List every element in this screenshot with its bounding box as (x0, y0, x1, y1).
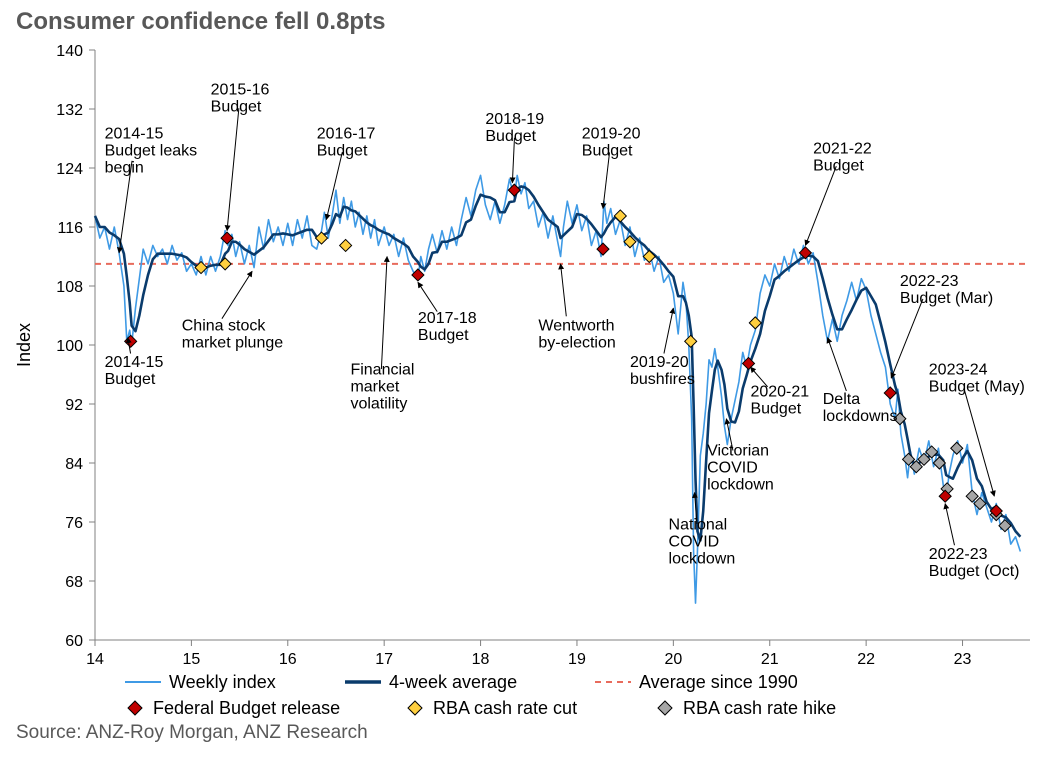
svg-text:2023-24: 2023-24 (929, 362, 988, 379)
svg-text:Budget (Mar): Budget (Mar) (900, 290, 993, 307)
svg-text:Delta: Delta (823, 391, 860, 408)
svg-text:2018-19: 2018-19 (485, 111, 544, 128)
svg-text:Average since 1990: Average since 1990 (639, 672, 798, 692)
svg-text:Budget: Budget (813, 157, 864, 174)
svg-text:100: 100 (56, 338, 83, 355)
svg-text:begin: begin (105, 160, 144, 177)
svg-text:Budget: Budget (485, 128, 536, 145)
svg-text:2015-16: 2015-16 (211, 81, 270, 98)
svg-text:84: 84 (65, 456, 83, 473)
svg-text:market: market (350, 379, 399, 396)
svg-text:Budget: Budget (418, 327, 469, 344)
svg-text:Budget (Oct): Budget (Oct) (929, 563, 1020, 580)
svg-text:lockdown: lockdown (707, 477, 774, 494)
confidence-chart: 60 68 76 84 92 100 108 116 124 132 140 14 15 16 17 18 19… (0, 0, 1048, 757)
svg-text:Victorian: Victorian (707, 443, 769, 460)
svg-text:108: 108 (56, 279, 83, 296)
svg-text:by-election: by-election (538, 334, 615, 351)
svg-text:RBA cash rate hike: RBA cash rate hike (683, 698, 836, 718)
svg-text:2022-23: 2022-23 (929, 546, 988, 563)
svg-text:volatility: volatility (350, 396, 407, 413)
svg-text:60: 60 (65, 633, 83, 650)
svg-text:16: 16 (279, 651, 297, 668)
svg-text:14: 14 (86, 651, 104, 668)
svg-text:Wentworth: Wentworth (538, 317, 614, 334)
svg-text:Weekly index: Weekly index (169, 672, 276, 692)
svg-text:bushfires: bushfires (630, 371, 695, 388)
svg-text:Budget: Budget (582, 143, 633, 160)
svg-text:116: 116 (57, 220, 83, 237)
svg-text:17: 17 (375, 651, 393, 668)
svg-text:23: 23 (954, 651, 972, 668)
svg-text:2019-20: 2019-20 (630, 354, 689, 371)
svg-text:2019-20: 2019-20 (582, 126, 641, 143)
svg-text:COVID: COVID (669, 533, 720, 550)
svg-text:2022-23: 2022-23 (900, 273, 959, 290)
svg-text:2017-18: 2017-18 (418, 310, 477, 327)
svg-text:2020-21: 2020-21 (750, 384, 809, 401)
svg-text:2016-17: 2016-17 (317, 126, 376, 143)
svg-text:124: 124 (56, 161, 83, 178)
svg-text:Budget: Budget (105, 371, 156, 388)
svg-text:21: 21 (761, 651, 779, 668)
svg-text:lockdown: lockdown (669, 550, 736, 567)
svg-text:Budget (May): Budget (May) (929, 379, 1025, 396)
svg-text:140: 140 (56, 43, 83, 60)
svg-text:2021-22: 2021-22 (813, 140, 872, 157)
svg-text:Budget: Budget (317, 143, 368, 160)
svg-text:lockdowns: lockdowns (823, 408, 898, 425)
svg-text:92: 92 (65, 397, 83, 414)
svg-text:20: 20 (664, 651, 682, 668)
svg-text:Budget: Budget (750, 401, 801, 418)
svg-text:Budget: Budget (211, 98, 262, 115)
svg-text:market plunge: market plunge (182, 334, 283, 351)
svg-text:19: 19 (568, 651, 586, 668)
svg-text:COVID: COVID (707, 460, 758, 477)
svg-text:Index: Index (14, 323, 34, 367)
svg-text:Financial: Financial (350, 362, 414, 379)
svg-text:2014-15: 2014-15 (105, 354, 164, 371)
svg-text:76: 76 (65, 515, 83, 532)
svg-text:132: 132 (56, 102, 83, 119)
svg-text:National: National (669, 516, 728, 533)
svg-text:68: 68 (65, 574, 83, 591)
svg-text:China stock: China stock (182, 317, 267, 334)
svg-text:Budget leaks: Budget leaks (105, 143, 198, 160)
svg-text:4-week average: 4-week average (389, 672, 517, 692)
svg-text:15: 15 (182, 651, 200, 668)
svg-text:Federal Budget release: Federal Budget release (153, 698, 340, 718)
svg-text:22: 22 (857, 651, 875, 668)
svg-text:18: 18 (472, 651, 490, 668)
svg-text:RBA cash rate cut: RBA cash rate cut (433, 698, 577, 718)
svg-text:2014-15: 2014-15 (105, 126, 164, 143)
